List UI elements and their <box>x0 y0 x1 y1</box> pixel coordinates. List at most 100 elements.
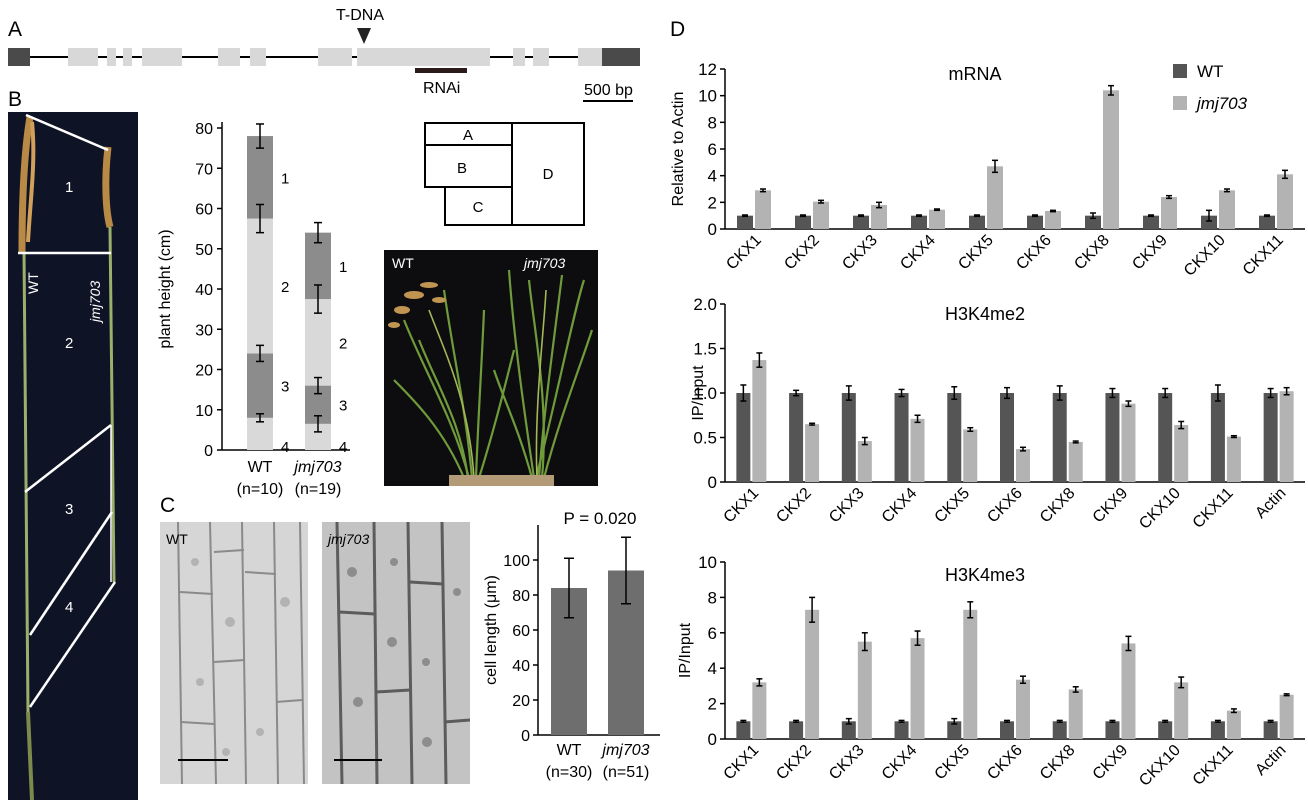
stack-segment-wt <box>247 218 273 354</box>
stem-photo-drawing: 1 2 3 4 WT jmj703 <box>18 113 117 800</box>
mut-stem <box>108 226 116 583</box>
bar-mutant-ckx5 <box>963 429 978 482</box>
y-tick-label: 4 <box>708 659 717 678</box>
y-tick-label: 4 <box>708 167 717 186</box>
cell-photo-mutant: jmj703 <box>322 522 470 784</box>
bar-wt-ckx6 <box>1000 393 1014 482</box>
panel-label-b: B <box>8 88 23 111</box>
exon <box>123 48 132 66</box>
cell-photo-wt-label: WT <box>166 531 188 547</box>
bar-wt-ckx10 <box>1158 393 1173 482</box>
y-tick-label: 12 <box>698 60 717 79</box>
bar-wt-ckx10 <box>1201 215 1217 229</box>
exon <box>68 48 98 66</box>
bar-wt-ckx11 <box>1210 393 1225 482</box>
panel-label-d: D <box>670 18 686 41</box>
cell-photo-mutant-drawing: jmj703 <box>326 522 470 784</box>
cell-photo-mutant-label: jmj703 <box>326 531 369 547</box>
bar-wt-ckx1 <box>737 215 753 229</box>
y-tick-label: 40 <box>195 282 213 299</box>
bar-mutant-ckx4 <box>910 638 925 739</box>
mrna-chart: 0 2 4 6 8 10 12 Relative to Actin mRNA CKX1 CKX2 CK… <box>670 60 1305 280</box>
stem-segment-3: 3 <box>65 501 73 518</box>
h3k4me2-chart: 0 0.5 1.0 1.5 2.0 IP/Input H3K4me2 CKX1 CKX2 CKX3… <box>690 295 1305 533</box>
y-axis-label: IP/Input <box>690 365 707 421</box>
x-tick-label: CKX4 <box>879 742 921 784</box>
bar-mutant-ckx10 <box>1219 190 1235 229</box>
h3k4me3-chart: 0 2 4 6 8 10 IP/Input H3K4me3 CKX1 CKX2 CKX3 CKX4 CK… <box>677 553 1305 790</box>
plant-photo: WT jmj703 <box>384 250 598 486</box>
bar-mutant-ckx9 <box>1121 643 1136 739</box>
bar-wt-ckx2 <box>789 393 804 482</box>
key-box-d <box>511 122 585 226</box>
segment-number-label: 3 <box>339 398 347 415</box>
rnai-label: RNAi <box>423 80 460 97</box>
bar-mutant-ckx10 <box>1174 425 1189 482</box>
bar-mutant-ckx3 <box>857 441 872 482</box>
x-tick-label: CKX10 <box>1136 742 1184 790</box>
gene-model: T-DNA RNAi 500 bp <box>8 7 640 102</box>
bar-wt-ckx9 <box>1105 721 1120 739</box>
x-tick-label: CKX10 <box>1136 485 1184 533</box>
bar-wt-actin <box>1263 393 1278 482</box>
stem-mut-label: jmj703 <box>87 281 103 324</box>
key-label-b: B <box>457 160 467 177</box>
segment-number-label: 1 <box>339 259 347 276</box>
segment-line <box>28 581 117 708</box>
bar-mutant-ckx11 <box>1226 710 1241 739</box>
chart-title: H3K4me2 <box>945 304 1025 324</box>
bar-mutant-ckx9 <box>1121 403 1136 482</box>
y-tick-label: 0.5 <box>693 429 717 448</box>
chart-title: H3K4me3 <box>945 565 1025 585</box>
bar-mutant-ckx1 <box>752 360 767 482</box>
y-tick-label: 10 <box>698 87 717 106</box>
rnai-region-bar <box>415 68 467 73</box>
stack-segment-wt <box>247 353 273 418</box>
exon <box>250 48 266 66</box>
bar-wt-ckx4 <box>911 215 927 229</box>
y-tick-label: 6 <box>708 624 717 643</box>
bar-wt-ckx6 <box>1000 721 1014 739</box>
bar-wt-ckx3 <box>841 393 856 482</box>
y-tick-label: 80 <box>512 588 530 605</box>
x-tick-label: Actin <box>1252 742 1289 779</box>
y-tick-label: 40 <box>512 658 530 675</box>
panel-label-c: C <box>160 494 176 517</box>
panel-label-a: A <box>8 18 23 41</box>
y-tick-label: 2.0 <box>693 295 717 314</box>
x-tick-label: CKX6 <box>984 742 1026 784</box>
x-tick-label: CKX3 <box>839 232 881 274</box>
x-tick-label: CKX5 <box>932 742 974 784</box>
x-tick-label: Actin <box>1252 485 1289 522</box>
y-tick-label: 0 <box>708 473 717 492</box>
bar-mutant-ckx11 <box>1277 174 1293 229</box>
bar-wt-ckx4 <box>894 721 909 739</box>
bar-mutant-ckx10 <box>1174 682 1189 739</box>
wt-stem <box>22 251 30 713</box>
bar-wt-ckx9 <box>1105 393 1120 482</box>
bar-mutant-ckx8 <box>1103 90 1119 229</box>
x-tick-label: WT <box>248 459 273 476</box>
x-tick-note: (n=10) <box>237 481 284 498</box>
bar-wt-ckx1 <box>736 721 751 739</box>
y-tick-label: 0 <box>521 728 530 745</box>
x-tick-label: jmj703 <box>600 742 649 759</box>
bar-mutant-actin <box>1279 694 1294 739</box>
chart-title: mRNA <box>949 64 1002 84</box>
y-axis-label: plant height (cm) <box>157 229 174 348</box>
stem-wt-label: WT <box>25 272 41 294</box>
y-axis-label: IP/Input <box>677 622 694 678</box>
bar-mutant-ckx1 <box>755 190 771 229</box>
y-tick-label: 80 <box>195 121 213 138</box>
plant-photo-mut-label: jmj703 <box>522 255 565 271</box>
bar-mutant-ckx6 <box>1016 449 1030 482</box>
x-tick-label: CKX3 <box>826 485 868 527</box>
key-label-c: C <box>473 199 484 216</box>
bar-mutant-ckx5 <box>963 609 978 739</box>
bar-mutant-ckx2 <box>805 609 820 739</box>
chart-title: P = 0.020 <box>564 509 637 528</box>
bar-wt-ckx11 <box>1210 721 1225 739</box>
x-tick-label: CKX5 <box>932 485 974 527</box>
bar-wt-ckx3 <box>841 721 856 739</box>
